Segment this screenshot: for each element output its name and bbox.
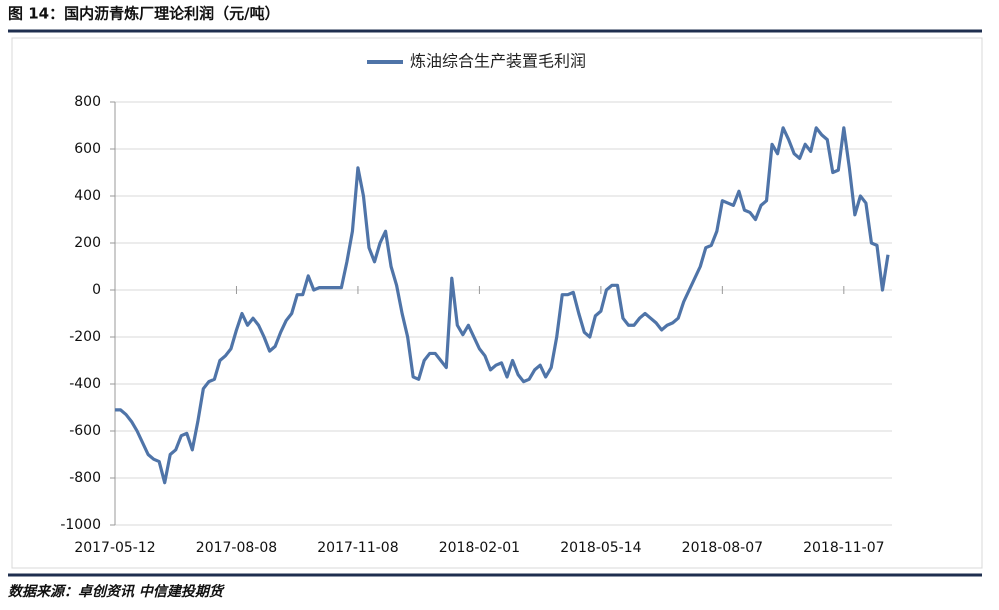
y-tick-label: 0 [92,282,101,298]
y-tick-label: -800 [69,470,101,486]
x-tick-label: 2018-11-07 [803,540,884,556]
legend-label: 炼油综合生产装置毛利润 [410,52,586,71]
y-tick-label: 600 [74,141,101,157]
y-tick-label: -600 [69,423,101,439]
y-tick-label: -200 [69,329,101,345]
chart-title: 图 14：国内沥青炼厂理论利润（元/吨） [8,5,280,23]
chart-frame [11,37,983,569]
x-tick-label: 2018-05-14 [560,540,641,556]
x-tick-label: 2018-08-07 [682,540,763,556]
x-tick-label: 2017-08-08 [196,540,277,556]
y-tick-label: 400 [74,188,101,204]
x-tick-label: 2017-05-12 [74,540,155,556]
source-note: 数据来源：卓创资讯 中信建投期货 [8,583,225,600]
y-tick-label: -400 [69,376,101,392]
y-tick-label: 200 [74,235,101,251]
x-tick-label: 2017-11-08 [317,540,398,556]
y-tick-label: 800 [74,94,101,110]
x-tick-label: 2018-02-01 [439,540,520,556]
y-tick-label: -1000 [60,517,101,533]
data-line [115,126,890,485]
